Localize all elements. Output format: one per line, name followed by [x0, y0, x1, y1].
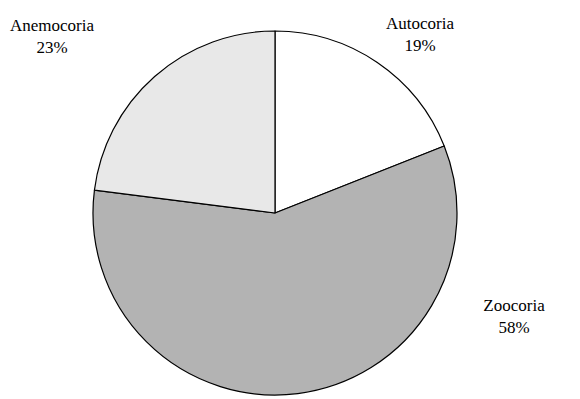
svg-text:58%: 58%	[498, 318, 529, 337]
svg-text:Autocoria: Autocoria	[386, 14, 454, 33]
svg-text:19%: 19%	[404, 36, 435, 55]
svg-text:Anemocoria: Anemocoria	[10, 16, 94, 35]
svg-text:Zoocoria: Zoocoria	[483, 296, 545, 315]
svg-text:23%: 23%	[36, 38, 67, 57]
